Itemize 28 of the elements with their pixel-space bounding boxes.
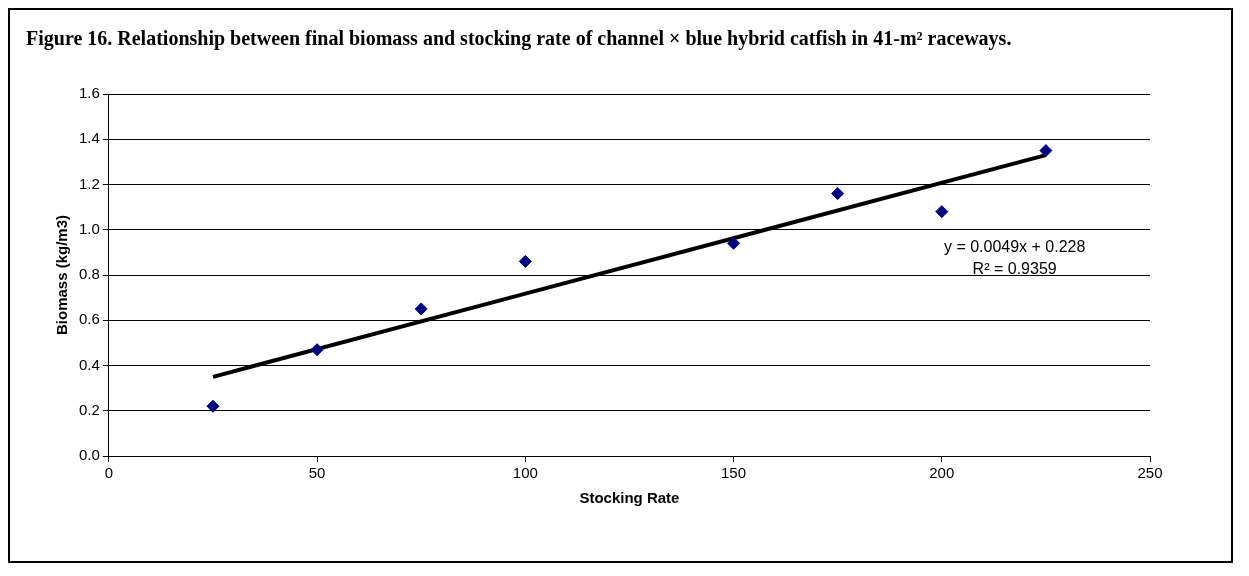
y-tick-label: 0.4 — [78, 355, 100, 373]
annotation: y = 0.0049x + 0.228 — [943, 238, 1086, 256]
y-tick-label: 0.2 — [78, 400, 100, 418]
point — [206, 399, 220, 413]
point — [518, 254, 532, 268]
x-tick-label: 200 — [929, 464, 955, 482]
chart-title: Figure 16. Relationship between final biomass and stocking rate of channel × blue hybrid catfish in 41-m² raceways. — [25, 26, 1013, 52]
y-tick-label: 1.2 — [78, 174, 100, 192]
x-tick-label: 0 — [104, 464, 114, 482]
y-tick-label: 0.8 — [78, 265, 100, 283]
annotation: R² = 0.9359 — [972, 260, 1057, 278]
x-tick-label: 50 — [308, 464, 326, 482]
y-tick-label: 0.6 — [78, 310, 100, 328]
point — [1039, 144, 1053, 158]
x-axis-title: Stocking Rate — [579, 489, 680, 507]
y-axis-title: Biomass (kg/m3) — [53, 214, 71, 336]
x-tick-label: 150 — [721, 464, 747, 482]
y-tick-label: 1.6 — [78, 84, 100, 102]
x-tick-label: 250 — [1137, 464, 1163, 482]
point — [831, 187, 845, 201]
y-tick-label: 1.0 — [78, 219, 100, 237]
point — [935, 205, 949, 219]
x-tick-label: 100 — [512, 464, 538, 482]
y-tick-label: 1.4 — [78, 129, 100, 147]
point — [727, 236, 741, 250]
point — [414, 302, 428, 316]
point — [310, 343, 324, 357]
y-tick-label: 0.0 — [78, 446, 100, 464]
